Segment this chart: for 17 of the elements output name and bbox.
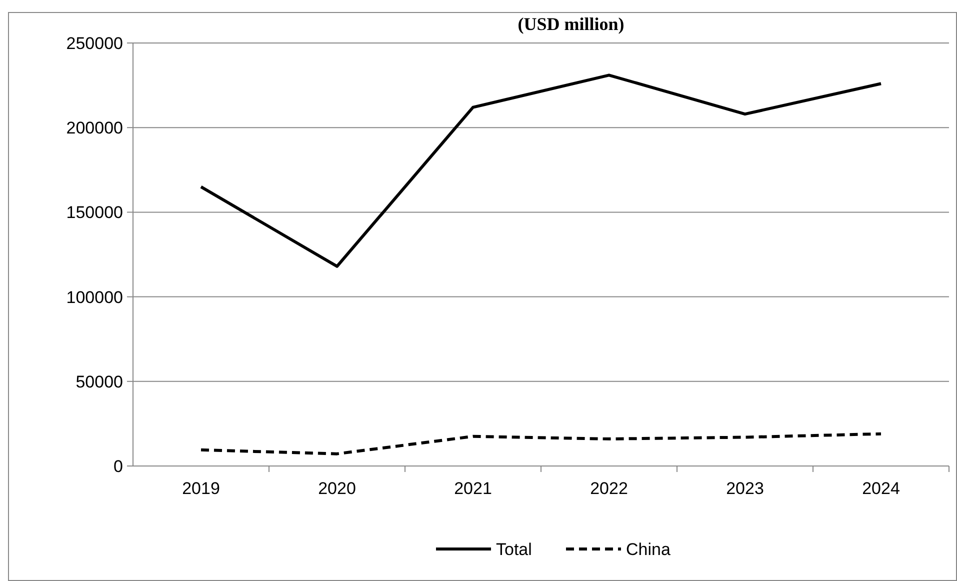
- y-tick-label: 0: [114, 456, 123, 476]
- x-tick-label: 2022: [590, 479, 628, 498]
- x-tick-label: 2024: [862, 479, 900, 498]
- line-series: [200, 74, 882, 268]
- x-tick-label: 2020: [318, 479, 356, 498]
- y-tick-label: 100000: [66, 288, 123, 307]
- y-tick-label: 50000: [76, 372, 123, 392]
- line-series: [200, 432, 882, 456]
- legend-label: Total: [496, 540, 532, 559]
- x-tick-label: 2023: [726, 479, 764, 498]
- y-tick-label: 150000: [66, 203, 123, 222]
- x-tick-label: 2021: [454, 479, 492, 498]
- x-tick-label: 2019: [182, 479, 220, 498]
- chart-title: (USD million): [518, 14, 624, 34]
- y-tick-label: 200000: [66, 118, 123, 138]
- y-tick-label: 250000: [66, 34, 123, 53]
- legend-label: China: [626, 540, 671, 559]
